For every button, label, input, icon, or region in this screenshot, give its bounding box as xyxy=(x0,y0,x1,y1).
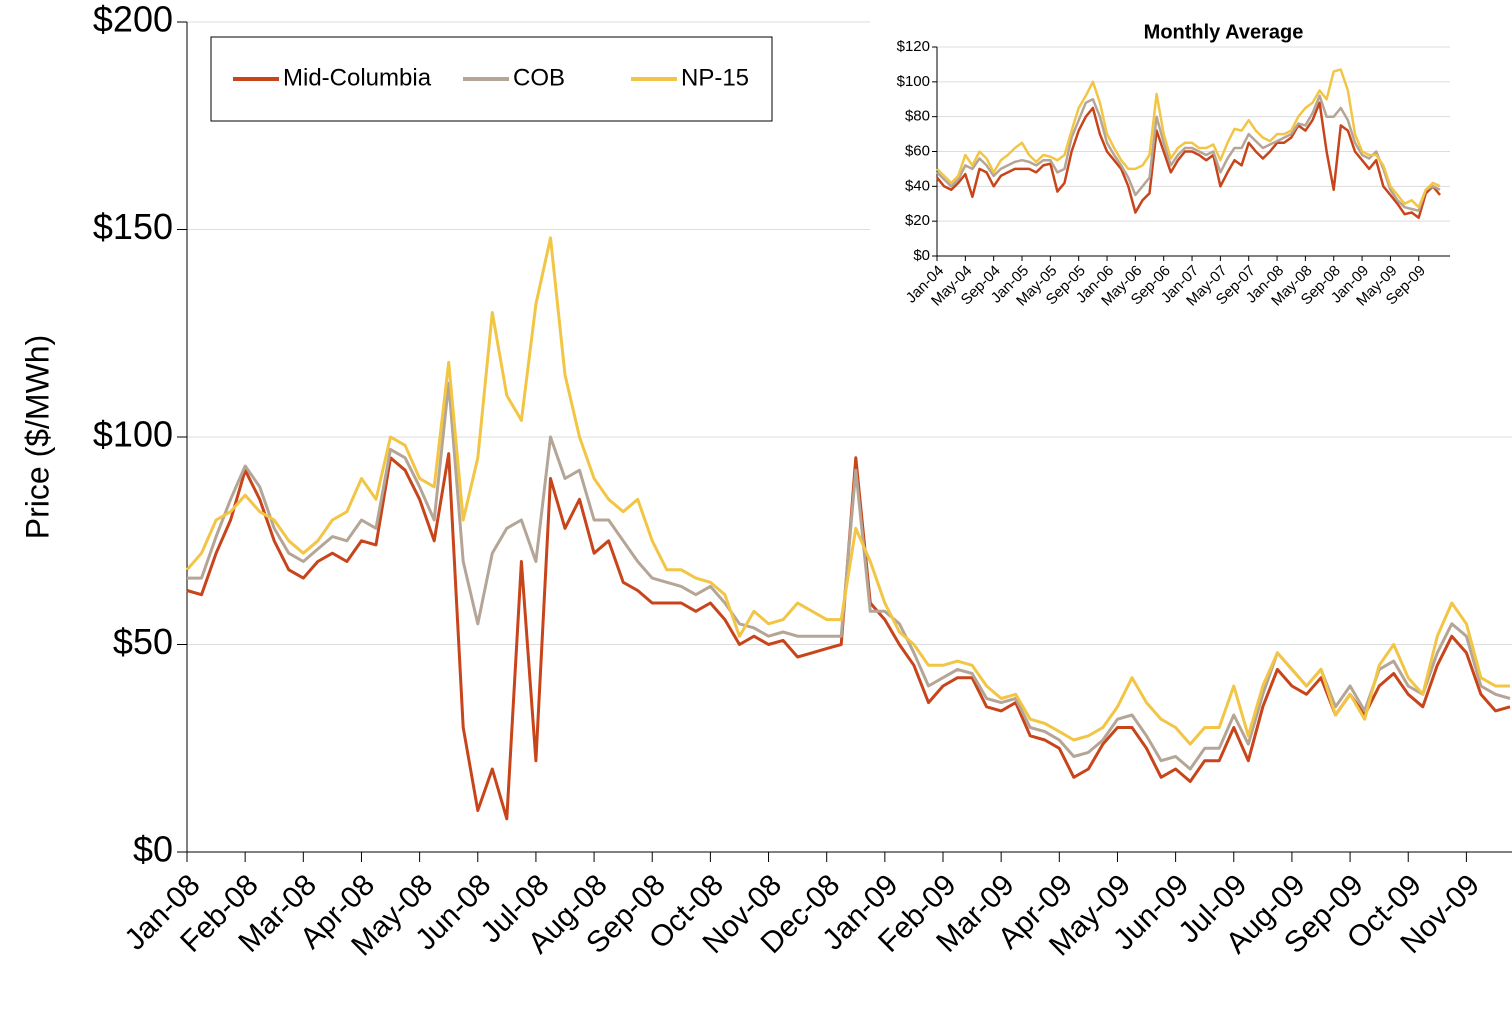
y-tick-label: $40 xyxy=(905,177,930,194)
y-tick-label: $100 xyxy=(93,414,173,455)
y-tick-label: $0 xyxy=(133,829,173,870)
y-tick-label: $100 xyxy=(897,73,930,90)
y-tick-label: $80 xyxy=(905,108,930,125)
inset-background xyxy=(870,0,1512,345)
y-tick-label: $60 xyxy=(905,142,930,159)
y-tick-label: $150 xyxy=(93,206,173,247)
y-tick-label: $0 xyxy=(913,247,930,264)
series-line xyxy=(936,68,1441,209)
y-tick-label: $50 xyxy=(113,621,173,662)
legend-label: NP-15 xyxy=(681,64,749,91)
legend-label: COB xyxy=(513,64,565,91)
y-tick-label: $120 xyxy=(897,38,930,55)
y-tick-label: $20 xyxy=(905,212,930,229)
series-line xyxy=(936,101,1441,219)
series-line xyxy=(185,236,1510,746)
y-tick-label: $200 xyxy=(93,0,173,40)
series-line xyxy=(936,94,1441,212)
chart-title: Monthly Average xyxy=(1144,21,1304,43)
series-line xyxy=(186,452,1511,821)
legend-label: Mid-Columbia xyxy=(283,64,432,91)
y-axis-title: Price ($/MWh) xyxy=(19,335,55,539)
chart-panel: $0$20$40$60$80$100$120Jan-04May-04Sep-04… xyxy=(870,0,1512,345)
